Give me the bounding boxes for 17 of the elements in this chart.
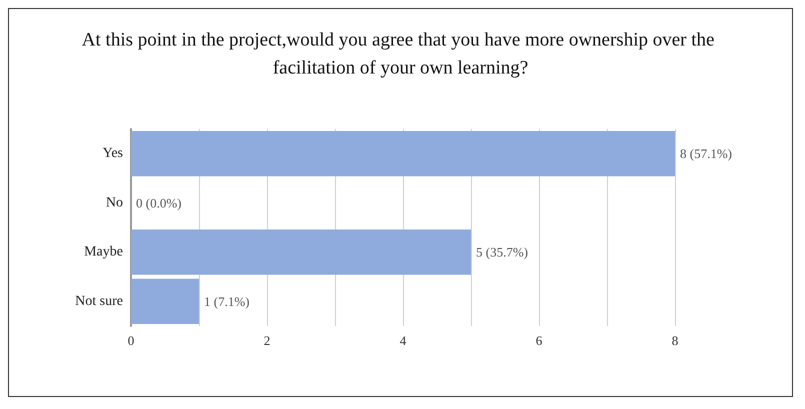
x-tick-label: 6 [536, 333, 543, 348]
bar [131, 229, 471, 275]
bar [131, 278, 199, 324]
data-label: 5 (35.7%) [476, 244, 528, 260]
data-label: 8 (57.1%) [680, 146, 732, 162]
y-tick-label: Maybe [84, 244, 123, 260]
chart-title: At this point in the project,would you agree that you have more ownership over the facilitation of your own learning? [82, 30, 720, 78]
x-tick-label: 2 [264, 333, 270, 348]
x-tick-label: 0 [128, 333, 134, 348]
x-tick-label: 8 [672, 333, 678, 348]
y-tick-label: No [106, 195, 123, 210]
data-label: 1 (7.1%) [204, 294, 250, 309]
data-label: 0 (0.0%) [136, 195, 182, 210]
y-tick-label: Not sure [75, 294, 123, 309]
x-tick-label: 4 [400, 333, 407, 348]
bar [131, 130, 675, 176]
y-tick-label: Yes [102, 146, 123, 162]
